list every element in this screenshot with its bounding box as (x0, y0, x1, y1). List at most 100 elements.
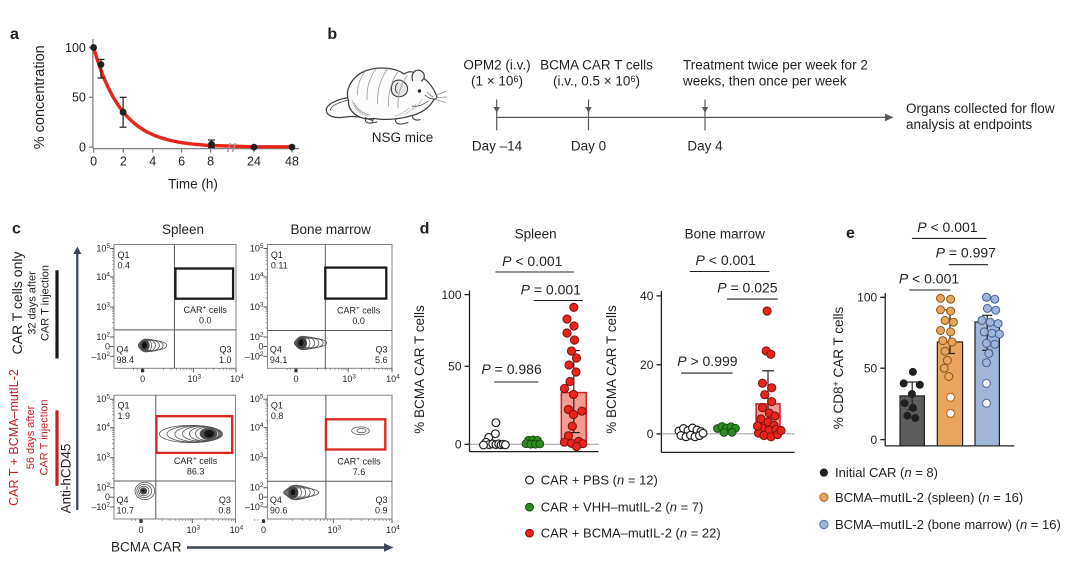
svg-text:100: 100 (857, 291, 877, 305)
svg-text:Time (h): Time (h) (168, 177, 218, 192)
svg-text:–102: –102 (91, 502, 110, 513)
svg-text:d: d (420, 221, 430, 238)
svg-text:20: 20 (640, 358, 654, 372)
svg-text:102: 102 (96, 482, 110, 493)
svg-text:a: a (10, 26, 19, 43)
svg-text:8: 8 (207, 155, 214, 169)
svg-text:P > 0.999: P > 0.999 (677, 353, 738, 369)
svg-text:% BCMA CAR T cells: % BCMA CAR T cells (604, 305, 619, 434)
svg-text:BCMA CAR T cells: BCMA CAR T cells (540, 58, 653, 73)
svg-text:–102: –102 (245, 502, 264, 513)
svg-text:CAR+ cells: CAR+ cells (337, 305, 381, 316)
svg-text:90.6: 90.6 (270, 506, 288, 516)
svg-text:–102: –102 (245, 351, 264, 362)
svg-text:40: 40 (640, 289, 654, 303)
svg-text:analysis at endpoints: analysis at endpoints (906, 117, 1032, 132)
svg-text:105: 105 (96, 243, 110, 254)
svg-text:c: c (12, 221, 21, 238)
svg-text:CAR T injection: CAR T injection (40, 265, 52, 341)
svg-text:0.11: 0.11 (271, 261, 288, 271)
svg-text:% CD8+ CAR T cells: % CD8+ CAR T cells (831, 306, 846, 429)
svg-text:Day –14: Day –14 (472, 139, 523, 154)
svg-text:104: 104 (386, 374, 400, 385)
svg-text:0: 0 (258, 342, 263, 352)
svg-text:6: 6 (178, 155, 185, 169)
svg-text:104: 104 (386, 524, 400, 535)
svg-text:P < 0.001: P < 0.001 (899, 271, 960, 287)
svg-text:Bone marrow: Bone marrow (291, 222, 372, 237)
svg-text:(1 × 106): (1 × 106) (471, 74, 523, 89)
svg-text:BCMA–mutIL-2 (bone marrow) (n: BCMA–mutIL-2 (bone marrow) (n = 16) (835, 517, 1061, 532)
svg-text:Bone marrow: Bone marrow (685, 226, 766, 241)
svg-text:5.6: 5.6 (375, 355, 388, 365)
svg-text:50: 50 (448, 360, 462, 374)
svg-text:0.0: 0.0 (352, 316, 365, 326)
svg-text:1.9: 1.9 (118, 411, 131, 421)
svg-text:105: 105 (96, 394, 110, 405)
svg-text:CAR+ cells: CAR+ cells (174, 456, 218, 467)
svg-text:% BCMA CAR T cells: % BCMA CAR T cells (412, 305, 427, 434)
svg-text:Spleen: Spleen (515, 226, 557, 241)
svg-text:102: 102 (96, 332, 110, 343)
svg-text:0: 0 (105, 492, 110, 502)
svg-text:0: 0 (293, 374, 298, 384)
svg-text:103: 103 (250, 452, 264, 463)
svg-text:(i.v., 0.5 × 106): (i.v., 0.5 × 106) (553, 74, 640, 89)
svg-text:100: 100 (65, 41, 86, 55)
svg-text:2: 2 (120, 155, 127, 169)
svg-text:P = 0.001: P = 0.001 (521, 282, 582, 298)
svg-text:56 days after: 56 days after (25, 405, 37, 469)
svg-text:104: 104 (96, 272, 110, 283)
svg-text:P = 0.997: P = 0.997 (936, 245, 997, 261)
svg-text:Q4: Q4 (270, 345, 282, 355)
svg-text:Q3: Q3 (219, 345, 231, 355)
svg-text:103: 103 (186, 524, 200, 535)
svg-text:CAR+ cells: CAR+ cells (184, 304, 228, 315)
svg-text:Q1: Q1 (118, 401, 130, 411)
svg-text:0: 0 (261, 525, 266, 535)
svg-text:0: 0 (455, 438, 462, 452)
svg-text:0.9: 0.9 (375, 506, 388, 516)
svg-text:Q3: Q3 (219, 495, 231, 505)
svg-text:7.6: 7.6 (353, 467, 366, 477)
svg-text:10.7: 10.7 (117, 506, 135, 516)
svg-text:0: 0 (90, 155, 97, 169)
svg-text:104: 104 (230, 524, 244, 535)
svg-text:P = 0.025: P = 0.025 (717, 280, 778, 296)
svg-text:CAR + BCMA–mutIL-2 (n = 22): CAR + BCMA–mutIL-2 (n = 22) (541, 526, 721, 541)
svg-text:Q4: Q4 (117, 495, 129, 505)
svg-text:48: 48 (285, 155, 299, 169)
svg-text:e: e (846, 225, 855, 242)
svg-text:BCMA–mutIL-2 (spleen) (n = 16): BCMA–mutIL-2 (spleen) (n = 16) (835, 490, 1023, 505)
svg-text:–102: –102 (91, 351, 110, 362)
svg-text:0.4: 0.4 (118, 261, 131, 271)
svg-text:104: 104 (230, 374, 244, 385)
svg-text:weeks, then once per week: weeks, then once per week (682, 74, 847, 89)
svg-text:0: 0 (647, 427, 654, 441)
svg-text:100: 100 (441, 288, 461, 302)
svg-text:Q1: Q1 (118, 250, 130, 260)
svg-text:Day 4: Day 4 (687, 139, 723, 154)
svg-text:102: 102 (250, 332, 264, 343)
svg-text:Q1: Q1 (271, 250, 283, 260)
svg-text:CAR T injection: CAR T injection (38, 399, 50, 475)
svg-text:104: 104 (250, 422, 264, 433)
svg-text:32 days after: 32 days after (27, 271, 39, 335)
svg-text:104: 104 (96, 422, 110, 433)
svg-text:98.4: 98.4 (117, 355, 135, 365)
svg-text:0: 0 (105, 342, 110, 352)
svg-text:P < 0.001: P < 0.001 (502, 253, 563, 269)
svg-text:CAR + PBS (n = 12): CAR + PBS (n = 12) (541, 473, 658, 488)
svg-text:103: 103 (96, 452, 110, 463)
svg-text:Q4: Q4 (270, 495, 282, 505)
svg-text:103: 103 (188, 374, 202, 385)
svg-text:103: 103 (250, 302, 264, 313)
svg-text:94.1: 94.1 (270, 355, 288, 365)
svg-text:103: 103 (342, 374, 356, 385)
svg-text:Initial CAR (n = 8): Initial CAR (n = 8) (835, 465, 938, 480)
svg-text:P < 0.001: P < 0.001 (696, 252, 757, 268)
svg-text:103: 103 (328, 524, 342, 535)
svg-text:50: 50 (72, 91, 86, 105)
svg-text:0.8: 0.8 (271, 411, 284, 421)
svg-text:Q3: Q3 (375, 495, 387, 505)
